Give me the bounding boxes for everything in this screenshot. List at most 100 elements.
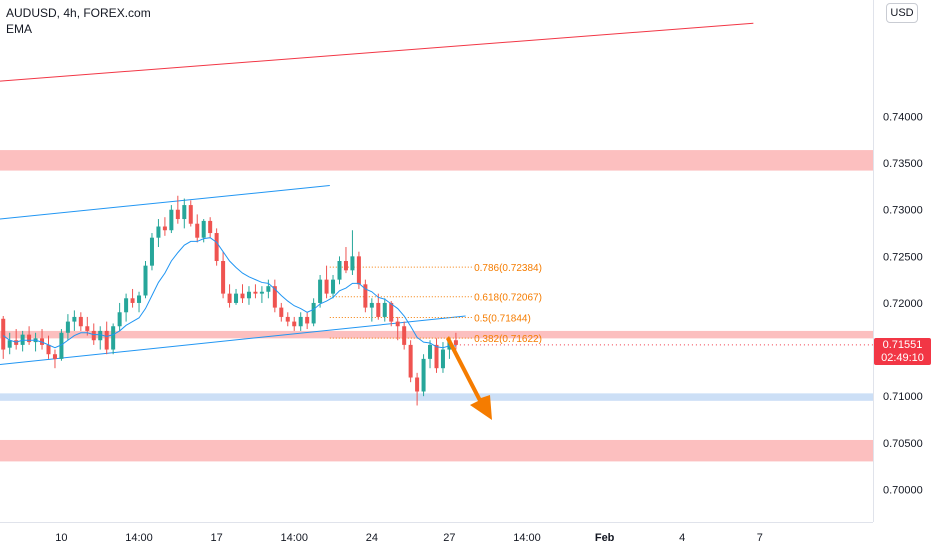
candle-body [415,377,420,392]
time-tick-label: 14:00 [280,532,308,544]
price-tick-label: 0.73000 [883,205,923,217]
time-axis[interactable]: 10 14:00 17 14:00 24 27 14:00 Feb 4 7 [55,532,763,544]
candle-body [395,321,400,327]
candle-body [175,209,180,220]
fib-label: 0.382(0.71622) [474,334,542,345]
candle-body [363,284,368,308]
candle-body [169,209,174,231]
bar-countdown: 02:49:10 [881,352,924,364]
candle-body [188,205,193,224]
candle-body [59,332,64,359]
candle-body [201,220,206,238]
candle-body [214,233,219,261]
candle-body [279,307,284,317]
candle-body [389,302,394,322]
zones-layer [0,150,873,462]
symbol-title[interactable]: AUDUSD, 4h, FOREX.com [6,6,151,20]
channel-lower-trendline [0,315,466,365]
candle-body [65,321,70,333]
currency-button[interactable]: USD [886,3,918,23]
time-tick-label: 17 [211,532,223,544]
candle-body [182,205,187,220]
ema-layer [2,237,456,349]
fib-label: 0.786(0.72384) [474,263,542,274]
candle-body [434,344,439,369]
candle-body [421,358,426,392]
price-tick-label: 0.74000 [883,112,923,124]
price-tick-label: 0.71000 [883,391,923,403]
time-tick-label: 14:00 [125,532,153,544]
candle-body [272,286,277,308]
fib-label: 0.618(0.72067) [474,293,542,304]
candle-body [227,293,232,303]
candle-body [78,316,83,327]
candle-body [285,316,290,322]
price-tick-label: 0.72500 [883,251,923,263]
candle-body [1,318,6,350]
candle-body [104,330,109,350]
candle-body [343,261,348,271]
candle-body [453,340,458,345]
fib-layer: 0.786(0.72384) 0.618(0.72067) 0.5(0.71844)… [329,263,542,345]
support-zone [0,393,873,401]
candle-body [195,223,200,238]
candle-body [266,286,271,292]
candle-body [221,261,226,294]
candle-body [376,302,381,317]
candle-body [402,326,407,345]
price-tick-label: 0.70000 [883,484,923,496]
ema-line [2,237,456,349]
candle-body [440,349,445,369]
resistance-zone [0,439,873,462]
candle-body [337,261,342,280]
candle-body [72,316,77,322]
candle-body [318,279,323,303]
candle-body [117,312,122,327]
candle-body [259,291,264,294]
time-tick-label: 24 [366,532,378,544]
candle-body [246,291,251,299]
candle-body [137,295,142,303]
candle-body [311,302,316,324]
candle-body [162,226,167,231]
candle-body [382,302,387,317]
candle-body [27,334,32,343]
candle-body [369,302,374,308]
time-tick-label: 27 [443,532,455,544]
arrow-icon [446,336,492,420]
channel-upper-trendline [0,184,330,220]
candle-body [46,344,51,355]
candle-body [298,316,303,327]
candle-body [331,279,336,294]
candle-body [234,293,239,303]
price-tick-label: 0.73500 [883,158,923,170]
indicator-label[interactable]: EMA [6,22,33,36]
price-axis[interactable]: 0.700000.705000.710000.715000.720000.725… [883,112,923,497]
price-tick-label: 0.70500 [883,438,923,450]
candle-body [7,340,12,348]
last-price-label: 0.71551 02:49:10 [874,338,931,365]
price-tick-label: 0.72000 [883,298,923,310]
candle-body [156,226,161,238]
candle-body [350,256,355,271]
resistance-zone [0,330,873,339]
candle-body [208,220,213,234]
candle-body [143,265,148,296]
candle-body [324,279,329,294]
time-tick-label: 14:00 [513,532,541,544]
time-tick-label: 10 [55,532,67,544]
candle-body [408,344,413,378]
time-tick-label: Feb [595,532,615,544]
candle-body [253,291,258,294]
candle-body [130,298,135,303]
candle-body [305,316,310,324]
candle-body [111,326,116,350]
candle-body [98,330,103,341]
candle-body [124,298,129,313]
candle-body [91,330,96,341]
candle-body [85,326,90,331]
fib-label: 0.5(0.71844) [474,313,531,324]
candle-body [356,256,361,285]
